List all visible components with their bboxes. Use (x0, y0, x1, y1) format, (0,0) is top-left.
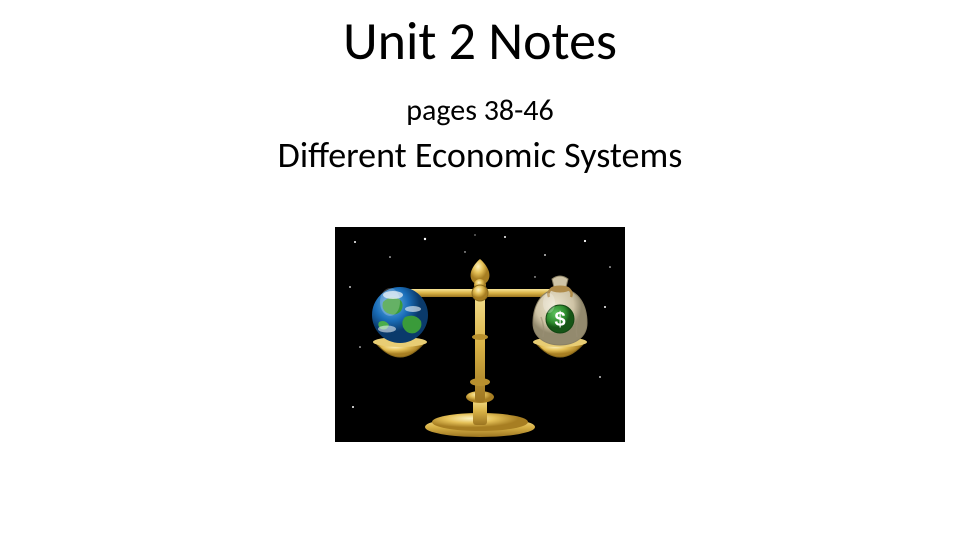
slide-title: Unit 2 Notes (0, 8, 960, 74)
svg-text:$: $ (554, 309, 565, 331)
scale-illustration: $ (335, 227, 625, 442)
slide-subtitle: pages 38-46 (0, 92, 960, 129)
slide-heading: Different Economic Systems (0, 133, 960, 177)
